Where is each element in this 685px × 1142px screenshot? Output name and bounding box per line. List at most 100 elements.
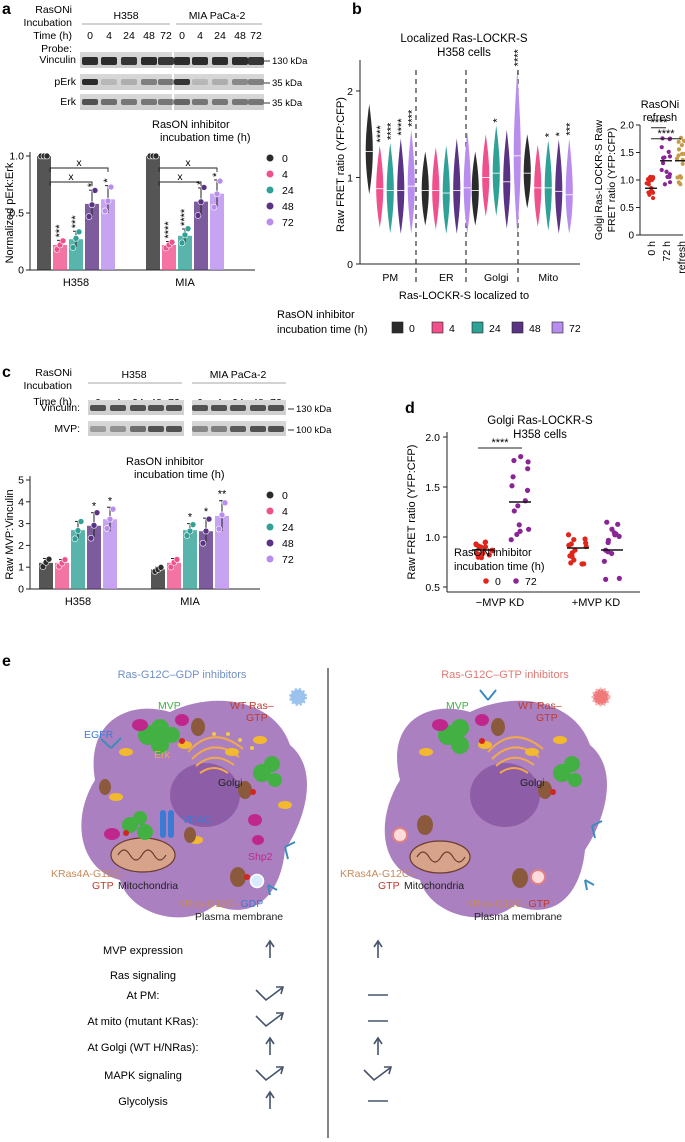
blot-band [250,405,266,411]
legend-marker [511,321,524,334]
data-point [644,181,649,186]
violin [534,144,542,227]
violin [421,151,429,226]
data-point [525,466,531,472]
violin [365,103,373,195]
significance-mark: **** [385,122,397,140]
blot-band [212,99,228,105]
legend-marker [266,491,274,499]
data-point [194,212,202,219]
significance-mark: * [554,131,566,136]
category-label: ER [439,272,454,284]
data-point [104,197,112,205]
e-left-title: Ras-G12C–GDP inhibitors [118,669,247,681]
trend-dip-up [255,1013,283,1028]
y-tick-label: 1.5 [425,482,440,494]
blot-band [248,99,264,105]
blot-band [174,57,190,65]
significance-mark: ** [218,489,227,501]
bar [215,515,229,589]
blot-band [130,426,146,432]
e-right-title: Ras-G12C–GTP inhibitors [441,669,569,681]
blot-band [141,79,157,85]
e-left-egfr: EGFR [84,729,114,741]
legend-title: RasON inhibitor [454,547,532,559]
panel-label-d: d [405,400,415,417]
violin [544,140,552,231]
data-point [517,528,523,534]
e-right-kras4a: KRas4A-G12C– [340,868,415,880]
data-point [615,521,621,527]
data-point [77,518,85,525]
data-point [85,213,93,220]
blot-band [148,426,164,432]
violin [397,138,405,234]
a-incubation-label: Incubation [24,17,73,29]
e-left-pm: Plasma membrane [195,911,283,923]
blot-kda: 35 kDa [272,78,303,89]
legend-label: 0 [282,153,288,165]
blot-band [232,79,248,85]
significance-mark: **** [657,128,675,140]
data-point [184,225,192,232]
bracket-label: x [177,171,183,183]
data-point [197,198,205,206]
legend-label: 24 [489,323,501,335]
e-right-pm: Plasma membrane [474,911,562,923]
data-point [647,178,652,183]
summary-label: At mito (mutant KRas): [87,1016,198,1028]
e-left-shp2: Shp2 [248,851,273,863]
data-point [603,576,609,582]
c-cellline-h358: H358 [121,369,146,381]
y-tick-label: 3 [18,518,24,530]
blot-band [268,405,284,411]
panel-d-chart: Golgi Ras-LOCKR-S H358 cells 0.5 1.0 1.5 2.0 R… [406,415,640,609]
data-point [667,180,673,185]
inset-title: RasONi [641,99,680,111]
category-label: refresh [676,241,685,274]
panel-b-legend: RasON inhibitor incubation time (h) 0 4 24 48… [277,309,581,336]
legend-marker [266,170,274,178]
data-point [667,154,673,159]
summary-label: MAPK signaling [104,1070,182,1082]
blot-band [130,405,146,411]
violin [503,129,511,229]
legend-title: RasON inhibitor [152,119,230,131]
data-point [679,142,684,148]
data-point [616,533,622,539]
data-point [482,539,488,546]
data-point [678,135,684,140]
significance-mark: * [108,495,113,507]
category-label: MIA [175,277,195,289]
data-point [525,459,531,465]
bar [183,530,197,589]
data-point [650,195,656,201]
blot-band [158,79,174,85]
legend-title: RasON inhibitor [277,309,355,321]
data-point [199,539,207,547]
bar [103,519,117,589]
data-point [101,207,109,215]
violin [376,145,384,228]
e-right-cell [384,687,611,918]
e-left-kras4a-gtp: GTP [92,880,114,892]
lane-time-label: 48 [143,30,155,42]
category-label: Golgi [484,272,509,284]
legend-label: 0 [282,490,288,502]
significance-mark: *** [54,224,66,238]
summary-label: At Golgi (WT H/NRas): [87,1042,198,1054]
significance-mark: * [102,178,114,183]
blot-band [101,57,117,65]
data-point [609,550,615,557]
data-point [660,160,666,166]
legend-label: 4 [282,169,288,181]
data-point [480,550,486,556]
legend-label: 0 [409,323,415,335]
lane-time-label: 4 [106,30,112,42]
e-right-golgi: Golgi [520,777,545,789]
data-point [88,201,96,209]
legend-marker [391,321,404,334]
significance-mark: * [543,132,555,137]
